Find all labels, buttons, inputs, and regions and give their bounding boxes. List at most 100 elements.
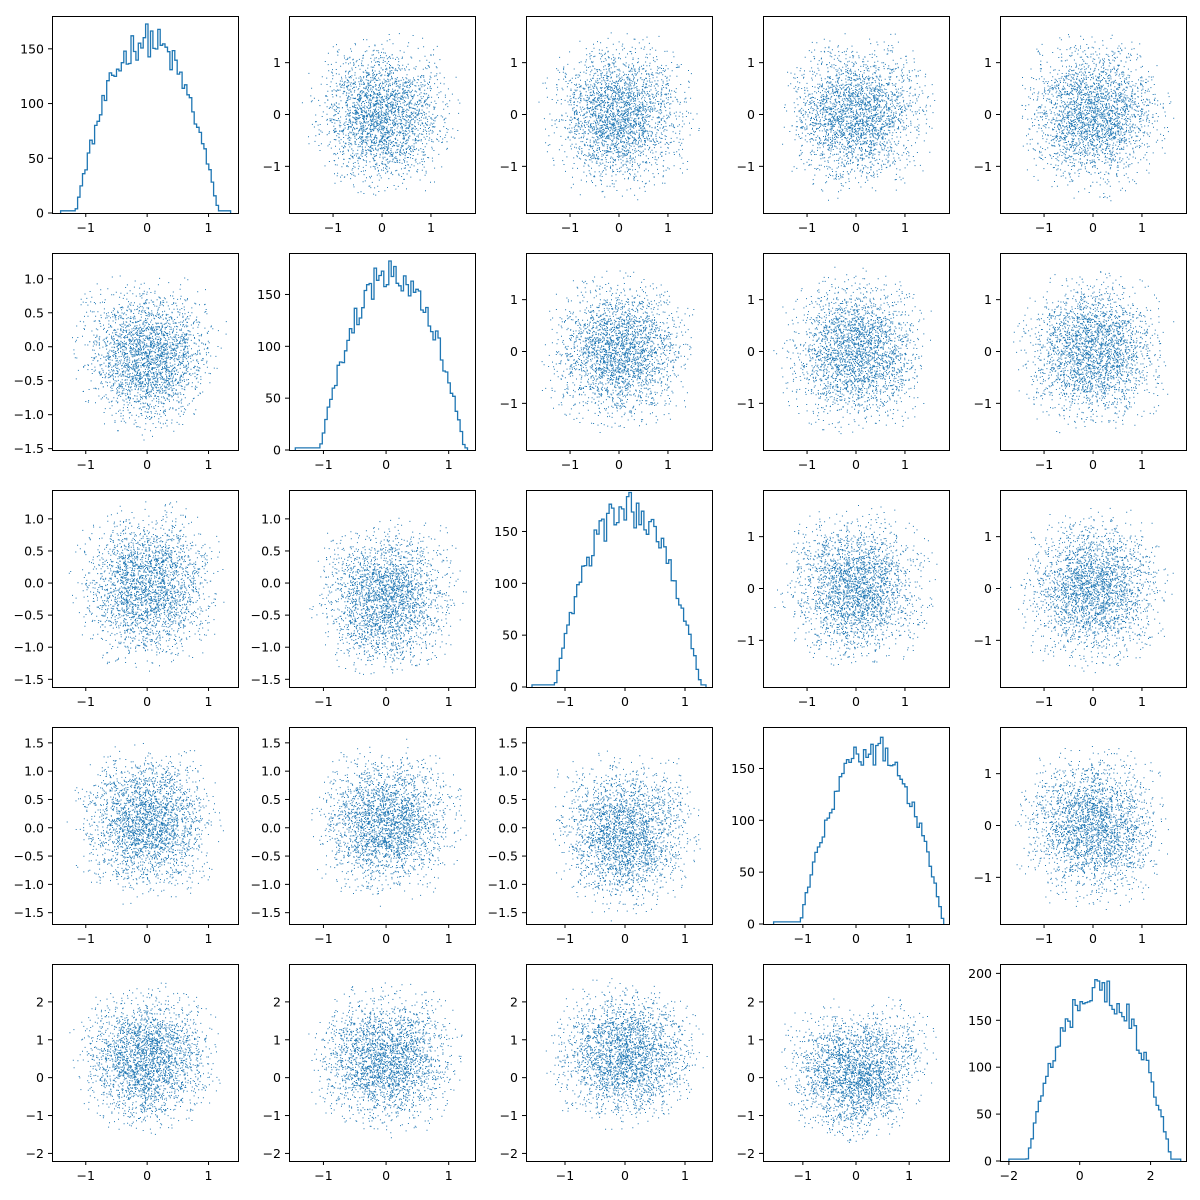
scatter-point (1021, 34, 1175, 202)
subplot-r3-c2: −1 0 1 −1.5 −1.0 −0.5 0.0 0.5 1.0 1.5 (488, 727, 713, 946)
y-tick-label: 1 (747, 529, 755, 544)
scatter-points (309, 517, 467, 675)
y-tick-label: 1 (747, 55, 755, 70)
x-tick-label: 0 (382, 694, 390, 709)
y-tick-label: 0.5 (261, 543, 281, 558)
x-tick-label: −1 (314, 694, 332, 709)
scatter-point (1015, 746, 1169, 910)
y-tick-label: −1 (263, 1108, 281, 1123)
scatter-point (1013, 271, 1175, 434)
subplot-r3-c4: −1 0 1 −1 0 1 (974, 727, 1187, 946)
y-tick-label: −1.5 (14, 441, 44, 456)
y-tick-label: −0.5 (251, 608, 281, 623)
y-tick-label: 0 (984, 818, 992, 833)
y-tick-label: 100 (494, 576, 518, 591)
subplot-r1-c3: −1 0 1 −1 0 1 (737, 253, 950, 472)
scatter-points (782, 33, 936, 201)
y-tick-label: 1 (984, 766, 992, 781)
x-tick-label: −2 (1000, 1168, 1018, 1183)
y-tick-label: 0 (273, 443, 281, 458)
scatter-point (782, 33, 936, 201)
scatter-points (1015, 746, 1169, 910)
x-tick-label: 1 (905, 931, 913, 946)
y-tick-label: 0.0 (24, 339, 44, 354)
y-tick-label: 1 (747, 292, 755, 307)
y-tick-label: −1.0 (14, 640, 44, 655)
x-tick-label: 0 (1089, 931, 1097, 946)
x-tick-label: −1 (556, 694, 574, 709)
x-tick-label: −1 (1035, 931, 1053, 946)
x-tick-label: 0 (1089, 694, 1097, 709)
y-tick-label: 0.5 (261, 792, 281, 807)
x-tick-label: 1 (205, 220, 213, 235)
y-tick-label: 0.0 (24, 576, 44, 591)
y-tick-label: 0 (510, 344, 518, 359)
y-tick-label: 0 (984, 1154, 992, 1169)
x-tick-label: 1 (901, 220, 909, 235)
histogram-step-line (531, 491, 707, 687)
scatter-point (776, 996, 937, 1143)
y-tick-label: 50 (976, 1107, 992, 1122)
y-tick-label: −0.5 (488, 849, 518, 864)
axes-frame (52, 964, 239, 1162)
y-tick-label: 0 (510, 1070, 518, 1085)
scatter-points (1010, 507, 1174, 674)
subplot-r0-c3: −1 0 1 −1 0 1 (737, 16, 950, 235)
x-tick-label: 1 (664, 220, 672, 235)
scatter-point (541, 270, 695, 433)
axes-frame (52, 490, 239, 688)
scatter-points (776, 996, 937, 1143)
x-tick-label: −1 (77, 694, 95, 709)
x-tick-label: 1 (205, 457, 213, 472)
axes-frame (52, 253, 239, 451)
scatter-point (553, 750, 701, 922)
subplot-r2-c2: −1 0 1 0 50 100 150 (494, 490, 713, 709)
y-tick-label: −1 (737, 396, 755, 411)
y-tick-label: −0.5 (14, 849, 44, 864)
y-tick-label: −2 (500, 1146, 518, 1161)
y-tick-label: −0.5 (251, 849, 281, 864)
y-tick-label: 2 (747, 994, 755, 1009)
y-tick-label: 150 (20, 41, 44, 56)
x-tick-label: −1 (314, 1168, 332, 1183)
y-tick-label: 1.0 (24, 271, 44, 286)
x-tick-label: 0 (852, 1168, 860, 1183)
x-tick-label: −1 (77, 220, 95, 235)
y-tick-label: 100 (257, 339, 281, 354)
y-tick-label: −2 (737, 1146, 755, 1161)
scatter-point (1010, 507, 1174, 674)
histogram-step-line (59, 23, 232, 213)
axes-frame (52, 16, 239, 214)
x-tick-label: −1 (798, 694, 816, 709)
x-tick-label: 0 (1089, 457, 1097, 472)
y-tick-label: −1 (737, 1108, 755, 1123)
x-tick-label: 0 (382, 931, 390, 946)
x-tick-label: 1 (445, 457, 453, 472)
subplot-r4-c1: −1 0 1 −2 −1 0 1 2 (263, 964, 476, 1183)
scatter-point (72, 275, 227, 441)
axes-frame (526, 964, 713, 1162)
y-tick-label: 0 (510, 107, 518, 122)
subplot-r0-c4: −1 0 1 −1 0 1 (974, 16, 1187, 235)
y-tick-label: −2 (26, 1146, 44, 1161)
scatter-points (69, 982, 221, 1135)
y-tick-label: 150 (731, 761, 755, 776)
x-tick-label: 1 (205, 1168, 213, 1183)
scatter-point (538, 32, 700, 201)
scatter-point (308, 982, 463, 1139)
axes-frame (763, 964, 950, 1162)
x-tick-label: −1 (1035, 457, 1053, 472)
y-tick-label: 2 (510, 994, 518, 1009)
y-tick-label: −2 (263, 1146, 281, 1161)
subplot-r2-c3: −1 0 1 −1 0 1 (737, 490, 950, 709)
y-tick-label: −1 (737, 159, 755, 174)
y-tick-label: 0 (36, 206, 44, 221)
y-tick-label: −0.5 (14, 373, 44, 388)
y-tick-label: −1 (26, 1108, 44, 1123)
y-tick-label: 1 (747, 1032, 755, 1047)
y-tick-label: −1.0 (14, 407, 44, 422)
scatter-point (69, 982, 221, 1135)
axes-frame (763, 16, 950, 214)
y-tick-label: 0.0 (261, 820, 281, 835)
